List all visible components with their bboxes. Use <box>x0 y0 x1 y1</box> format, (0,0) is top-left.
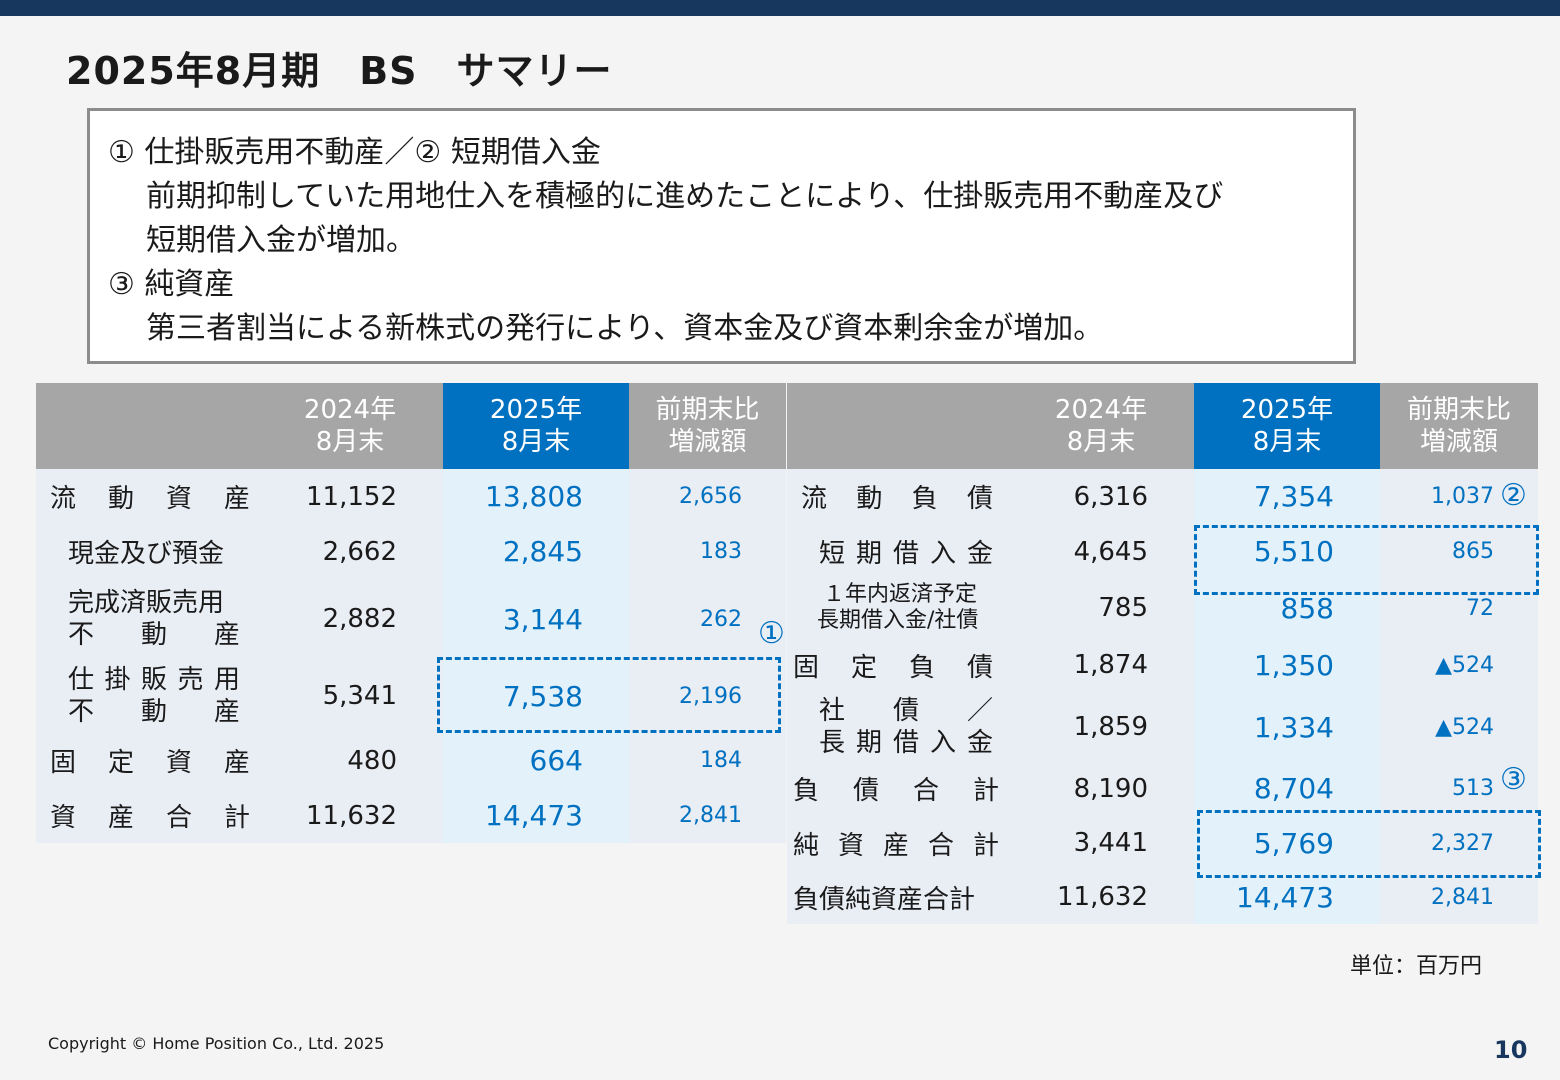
table-row: 流動資産 11,152 13,808 2,656 <box>36 469 786 524</box>
marker-1: ① <box>758 616 785 651</box>
cur-value: 2,845 <box>443 524 629 579</box>
diff-value: 183 <box>629 524 786 579</box>
highlight-box-1 <box>437 657 781 733</box>
copyright: Copyright © Home Position Co., Ltd. 2025 <box>48 1034 385 1053</box>
prev-value: 8,190 <box>1008 761 1194 816</box>
notes-box: ① 仕掛販売用不動産／② 短期借入金 前期抑制していた用地仕入を積極的に進めたこ… <box>87 108 1356 364</box>
row-label: 社債／ 長期借入金 <box>787 693 1008 761</box>
diff-value: 2,196 <box>629 659 786 733</box>
note-heading-1: ① 仕掛販売用不動産／② 短期借入金 <box>108 135 601 170</box>
liabilities-header-cur: 2025年 8月末 <box>1194 383 1380 469</box>
assets-header-diff: 前期末比 増減額 <box>629 383 786 469</box>
table-row: 完成済販売用 不動産 2,882 3,144 262 <box>36 579 786 659</box>
assets-table: 2024年 8月末 2025年 8月末 前期末比 増減額 流動資産 11,152 13… <box>36 383 786 843</box>
cur-value: 14,473 <box>443 788 629 843</box>
table-row: １年内返済予定 長期借入金/社債 785 858 72 <box>787 579 1538 637</box>
table-row: 固定資産 480 664 184 <box>36 733 786 788</box>
row-label: 流動資産 <box>36 469 257 524</box>
unit-note: 単位：百万円 <box>1350 954 1483 979</box>
page-title: 2025年8月期 BS サマリー <box>66 49 613 93</box>
diff-value: 2,841 <box>1380 870 1538 924</box>
cur-value: 13,808 <box>443 469 629 524</box>
prev-value: 1,874 <box>1008 637 1194 693</box>
prev-value: 2,662 <box>257 524 443 579</box>
cur-value: 1,350 <box>1194 637 1380 693</box>
liabilities-header-diff: 前期末比 増減額 <box>1380 383 1538 469</box>
diff-value: 72 <box>1380 579 1538 637</box>
row-label: 資産合計 <box>36 788 257 843</box>
note-body-1a: 前期抑制していた用地仕入を積極的に進めたことにより、仕掛販売用不動産及び <box>146 179 1224 214</box>
row-label: 純資産合計 <box>787 816 1008 870</box>
table-row: 純資産合計 3,441 5,769 2,327 <box>787 816 1538 870</box>
table-row: 現金及び預金 2,662 2,845 183 <box>36 524 786 579</box>
marker-2: ② <box>1500 478 1527 513</box>
row-label: 負債純資産合計 <box>787 870 1008 924</box>
liabilities-header-prev: 2024年 8月末 <box>1008 383 1194 469</box>
diff-value: 865 <box>1380 524 1538 579</box>
prev-value: 3,441 <box>1008 816 1194 870</box>
prev-value: 480 <box>257 733 443 788</box>
marker-3: ③ <box>1500 762 1527 797</box>
prev-value: 11,632 <box>1008 870 1194 924</box>
cur-value: 1,334 <box>1194 693 1380 761</box>
diff-value: 513 <box>1380 761 1538 816</box>
page-number: 10 <box>1494 1036 1528 1064</box>
row-label: １年内返済予定 長期借入金/社債 <box>787 579 1008 637</box>
diff-value: 2,841 <box>629 788 786 843</box>
row-label: 固定負債 <box>787 637 1008 693</box>
top-bar <box>0 0 1560 16</box>
prev-value: 11,152 <box>257 469 443 524</box>
table-row: 仕掛販売用 不動産 5,341 7,538 2,196 <box>36 659 786 733</box>
diff-value: 1,037 <box>1380 469 1538 524</box>
diff-value: 2,656 <box>629 469 786 524</box>
cur-value: 858 <box>1194 579 1380 637</box>
liabilities-header-label <box>787 383 1008 469</box>
highlight-box-2 <box>1194 525 1539 595</box>
assets-header-row: 2024年 8月末 2025年 8月末 前期末比 増減額 <box>36 383 786 469</box>
prev-value: 2,882 <box>257 579 443 659</box>
row-label: 現金及び預金 <box>36 524 257 579</box>
cur-value: 5,769 <box>1194 816 1380 870</box>
diff-value: 262 <box>629 579 786 659</box>
prev-value: 5,341 <box>257 659 443 733</box>
row-label: 完成済販売用 不動産 <box>36 579 257 659</box>
liabilities-header-row: 2024年 8月末 2025年 8月末 前期末比 増減額 <box>787 383 1538 469</box>
cur-value: 7,354 <box>1194 469 1380 524</box>
assets-header-cur: 2025年 8月末 <box>443 383 629 469</box>
diff-value: 184 <box>629 733 786 788</box>
table-row: 固定負債 1,874 1,350 ▲524 <box>787 637 1538 693</box>
cur-value: 3,144 <box>443 579 629 659</box>
cur-value: 664 <box>443 733 629 788</box>
prev-value: 11,632 <box>257 788 443 843</box>
row-label: 固定資産 <box>36 733 257 788</box>
row-label: 流動負債 <box>787 469 1008 524</box>
diff-value: ▲524 <box>1380 693 1538 761</box>
note-body-1b: 短期借入金が増加。 <box>146 223 416 258</box>
table-row: 流動負債 6,316 7,354 1,037 <box>787 469 1538 524</box>
highlight-box-3 <box>1197 810 1541 878</box>
prev-value: 6,316 <box>1008 469 1194 524</box>
table-row: 社債／ 長期借入金 1,859 1,334 ▲524 <box>787 693 1538 761</box>
cur-value: 5,510 <box>1194 524 1380 579</box>
cur-value: 8,704 <box>1194 761 1380 816</box>
cur-value: 7,538 <box>443 659 629 733</box>
prev-value: 1,859 <box>1008 693 1194 761</box>
assets-header-label <box>36 383 257 469</box>
note-heading-2: ③ 純資産 <box>108 267 235 302</box>
cur-value: 14,473 <box>1194 870 1380 924</box>
diff-value: ▲524 <box>1380 637 1538 693</box>
prev-value: 4,645 <box>1008 524 1194 579</box>
diff-value: 2,327 <box>1380 816 1538 870</box>
table-row: 負債合計 8,190 8,704 513 <box>787 761 1538 816</box>
table-row: 短期借入金 4,645 5,510 865 <box>787 524 1538 579</box>
row-label: 負債合計 <box>787 761 1008 816</box>
table-row: 負債純資産合計 11,632 14,473 2,841 <box>787 870 1538 924</box>
liabilities-table: 2024年 8月末 2025年 8月末 前期末比 増減額 流動負債 6,316 7,3… <box>787 383 1538 924</box>
assets-header-prev: 2024年 8月末 <box>257 383 443 469</box>
table-row: 資産合計 11,632 14,473 2,841 <box>36 788 786 843</box>
row-label: 短期借入金 <box>787 524 1008 579</box>
note-body-2: 第三者割当による新株式の発行により、資本金及び資本剰余金が増加。 <box>146 311 1104 346</box>
row-label: 仕掛販売用 不動産 <box>36 659 257 733</box>
prev-value: 785 <box>1008 579 1194 637</box>
